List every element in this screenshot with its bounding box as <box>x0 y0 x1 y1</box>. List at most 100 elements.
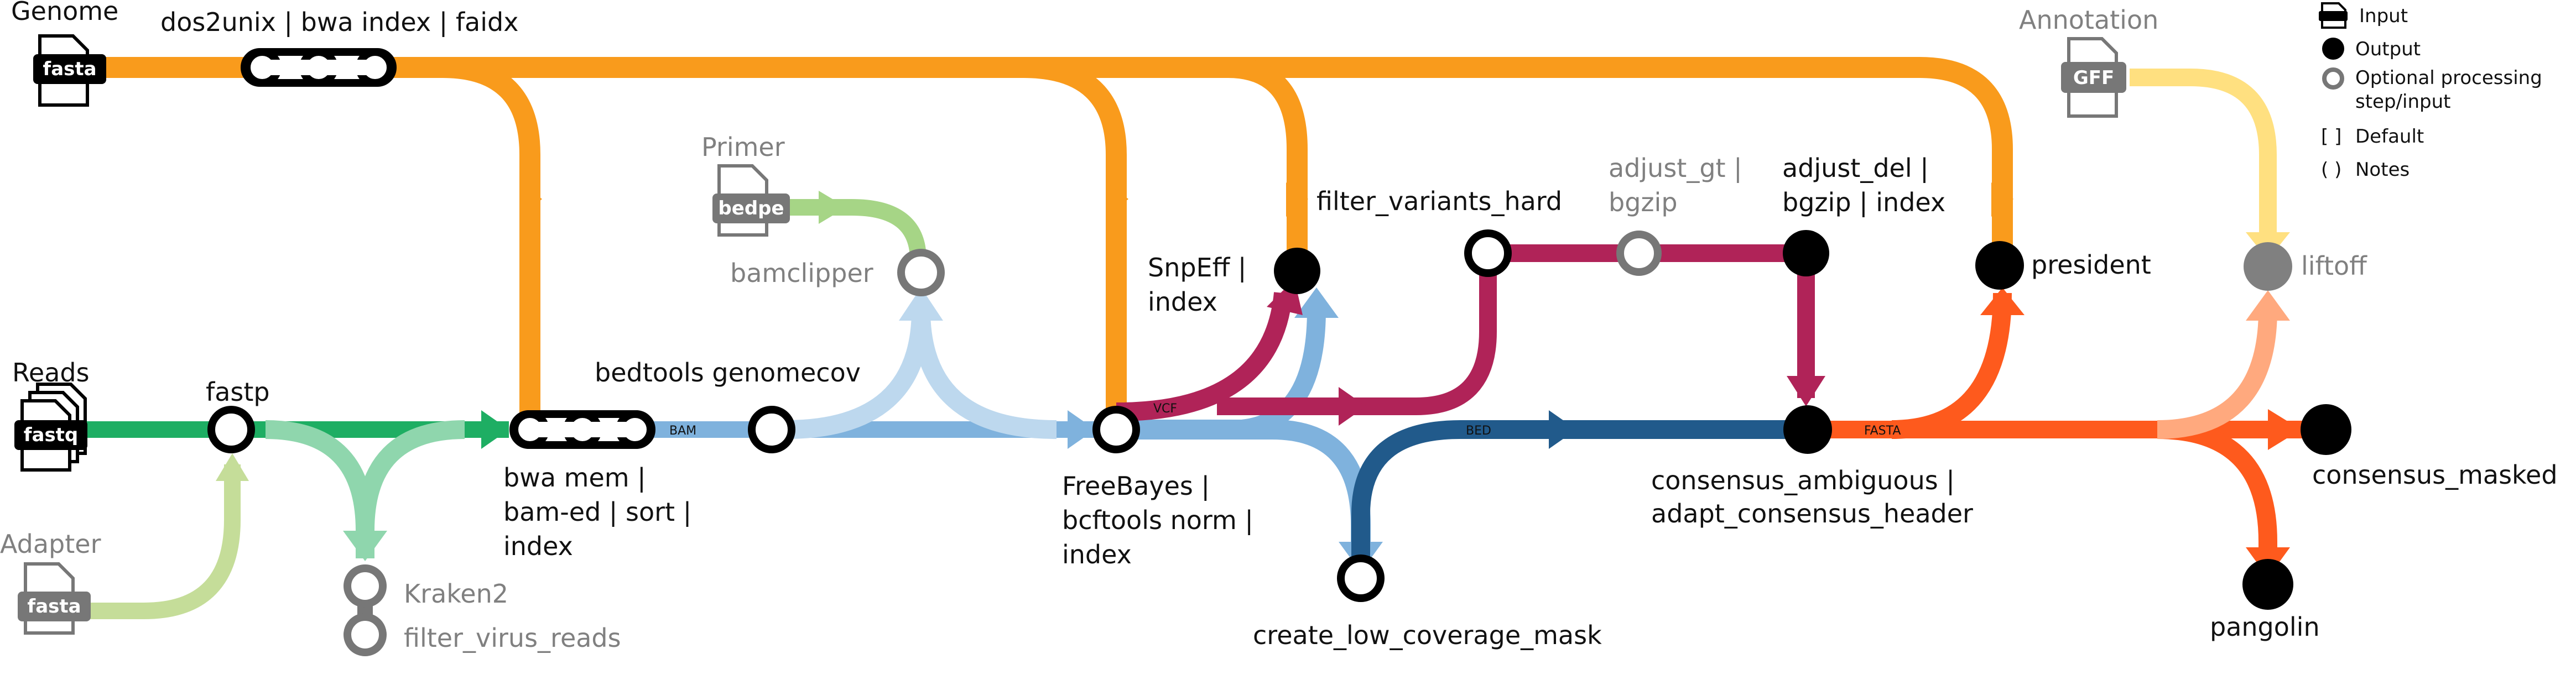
legend-optional-icon <box>2322 67 2344 90</box>
legend-notes-label: Notes <box>2355 159 2410 181</box>
fasta-to-president-line <box>1891 292 2012 439</box>
node-consensus <box>1783 405 1832 454</box>
annotation-line <box>2130 69 2277 260</box>
adjust-gt-label-2: bgzip <box>1609 187 1678 217</box>
annotation-lines <box>2130 69 2290 260</box>
adapter-input-icon: fasta <box>18 562 91 635</box>
genome-arrow-4 <box>1991 182 2013 217</box>
bam-arrow <box>1068 410 1095 449</box>
legend-output-icon <box>2322 38 2344 60</box>
low-cov-label: create_low_coverage_mask <box>1253 620 1602 650</box>
bamclip-arrow <box>899 287 943 321</box>
dos2unix-label: dos2unix | bwa index | faidx <box>160 7 518 38</box>
snpeff-label-1: SnpEff | <box>1148 253 1246 283</box>
bamclip-branch-line <box>785 309 1057 439</box>
node-pangolin <box>2242 559 2293 610</box>
genome-to-freebayes-line <box>1023 57 1127 428</box>
vcf-to-snpeff-line <box>1116 292 1293 421</box>
vcf-consensus-arrow <box>1787 376 1825 406</box>
legend-input-label: Input <box>2359 5 2408 27</box>
node-filter-variants <box>1464 229 1512 277</box>
bwa-label-3: index <box>503 531 573 561</box>
snpeff-label-2: index <box>1148 287 1217 317</box>
node-bamclipper <box>897 249 945 296</box>
kraken-label-1: Kraken2 <box>404 579 508 609</box>
fasta-liftoff-arrow <box>2246 290 2290 321</box>
bed-lines <box>1351 410 1806 575</box>
node-consensus-masked <box>2301 404 2351 455</box>
reads-badge: fastq <box>24 424 79 446</box>
legend-optional-label-2: step/input <box>2355 91 2450 113</box>
annotation-title: Annotation <box>2019 5 2158 35</box>
reads-input-icon: fastq <box>14 383 87 472</box>
vcf-lines <box>1116 244 1825 426</box>
bam-lines <box>631 191 1383 572</box>
legend-input-icon <box>2319 2 2348 29</box>
adjust-del-label-2: bgzip | index <box>1782 187 1945 218</box>
adapter-title: Adapter <box>0 529 101 559</box>
adapter-line <box>83 464 241 619</box>
genome-to-bwa-line <box>442 57 540 428</box>
bed-arrow <box>1549 410 1576 449</box>
node-freebayes <box>1092 406 1140 453</box>
node-kraken <box>344 564 387 656</box>
bed-line <box>1351 420 1806 575</box>
adjust-gt-label-1: adjust_gt | <box>1609 153 1742 184</box>
primer-arrow <box>819 191 846 224</box>
reads-lines <box>83 410 509 630</box>
node-genomecov <box>748 406 795 453</box>
adjust-del-label-1: adjust_del | <box>1782 153 1929 184</box>
primer-badge: bedpe <box>718 197 784 219</box>
primer-line <box>785 199 927 260</box>
fasta-president-arrow <box>1980 287 2025 315</box>
freebayes-label-1: FreeBayes | <box>1062 471 1210 501</box>
genome-lines <box>83 57 2013 428</box>
node-adjust-del <box>1783 230 1829 276</box>
president-label: president <box>2031 250 2151 280</box>
legend-default-symbol: [ ] <box>2321 125 2341 148</box>
fasta-main-arrow <box>2268 409 2301 450</box>
node-low-cov <box>1337 555 1385 602</box>
bwa-label-2: bam-ed | sort | <box>503 497 691 527</box>
edge-label-fasta: FASTA <box>1864 424 1901 438</box>
pangolin-label: pangolin <box>2210 612 2320 642</box>
genome-arrow-2 <box>1106 182 1128 217</box>
genome-to-snpeff-line <box>1227 57 1308 265</box>
consensus-label-1: consensus_ambiguous | <box>1651 465 1955 496</box>
snpeff-blue-arrow <box>1294 287 1339 318</box>
kraken-label-2: filter_virus_reads <box>404 623 621 653</box>
kraken-line <box>265 420 465 558</box>
primer-input-icon: bedpe <box>712 164 790 237</box>
edge-label-bed: BED <box>1466 424 1491 438</box>
consensus-label-2: adapt_consensus_header <box>1651 499 1973 529</box>
consensus-masked-label: consensus_masked <box>2312 460 2558 490</box>
genome-input-icon: fasta <box>33 34 106 107</box>
genome-main-line <box>83 57 2013 265</box>
node-liftoff <box>2244 242 2292 291</box>
liftoff-label: liftoff <box>2301 251 2367 281</box>
adapter-badge: fasta <box>27 595 81 618</box>
genome-title: Genome <box>11 0 118 26</box>
genome-badge: fasta <box>43 58 96 80</box>
primer-title: Primer <box>701 132 785 162</box>
edge-label-vcf: VCF <box>1153 402 1177 416</box>
vcf-to-filter-line <box>1217 254 1497 415</box>
filter-variants-label: filter_variants_hard <box>1316 186 1562 216</box>
fasta-to-liftoff-line <box>2157 309 2277 439</box>
legend: Input Output Optional processing step/in… <box>2319 2 2542 181</box>
node-president <box>1975 241 2024 290</box>
node-fastp <box>207 406 255 453</box>
node-snpeff <box>1274 248 1320 294</box>
reads-arrow <box>481 410 509 449</box>
legend-default-label: Default <box>2355 125 2424 148</box>
genomecov-label: bedtools genomecov <box>595 358 861 388</box>
genome-arrow-3 <box>1286 182 1308 217</box>
adapter-arrow <box>216 453 249 481</box>
node-dos2unix <box>241 48 397 87</box>
node-adjust-gt <box>1616 231 1662 276</box>
reads-title: Reads <box>12 358 90 388</box>
bwa-label-1: bwa mem | <box>503 463 646 493</box>
fastp-label: fastp <box>206 377 270 407</box>
annotation-input-icon: GFF <box>2061 37 2126 118</box>
